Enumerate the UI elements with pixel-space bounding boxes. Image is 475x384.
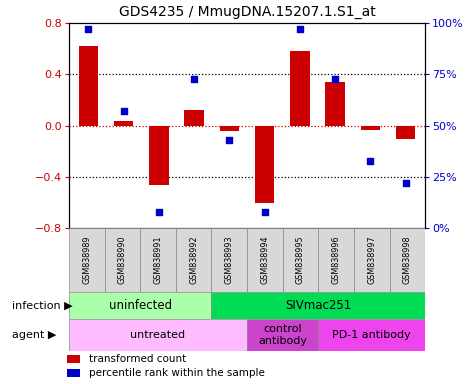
Point [190, 75, 198, 81]
Text: GSM838996: GSM838996 [332, 236, 341, 285]
Bar [325, 82, 345, 126]
Text: agent ▶: agent ▶ [12, 330, 56, 340]
Bar [354, 228, 390, 292]
Bar [114, 121, 133, 126]
Text: GSM838992: GSM838992 [189, 236, 198, 285]
Point [296, 26, 304, 32]
Bar [318, 228, 354, 292]
Point [85, 26, 92, 32]
Bar [290, 51, 310, 126]
Point [332, 75, 339, 81]
Bar [66, 369, 80, 377]
Text: uninfected: uninfected [109, 299, 171, 312]
Point [261, 209, 268, 215]
Point [120, 108, 127, 114]
Title: GDS4235 / MmugDNA.15207.1.S1_at: GDS4235 / MmugDNA.15207.1.S1_at [119, 5, 375, 19]
Bar [140, 228, 176, 292]
Bar [318, 319, 425, 351]
Bar [211, 292, 425, 319]
Text: SIVmac251: SIVmac251 [285, 299, 352, 312]
Text: PD-1 antibody: PD-1 antibody [332, 330, 411, 340]
Bar [396, 126, 416, 139]
Text: control
antibody: control antibody [258, 324, 307, 346]
Text: GSM838991: GSM838991 [153, 236, 162, 285]
Bar [66, 355, 80, 363]
Bar [184, 110, 204, 126]
Bar [219, 126, 239, 131]
Bar [69, 228, 104, 292]
Text: GSM838995: GSM838995 [296, 236, 305, 285]
Text: percentile rank within the sample: percentile rank within the sample [89, 368, 265, 378]
Bar [69, 319, 247, 351]
Bar [283, 228, 318, 292]
Bar [78, 46, 98, 126]
Bar [255, 126, 275, 203]
Point [367, 157, 374, 164]
Point [155, 209, 162, 215]
Text: GSM838994: GSM838994 [260, 236, 269, 285]
Text: transformed count: transformed count [89, 354, 186, 364]
Point [402, 180, 409, 186]
Text: GSM838989: GSM838989 [82, 236, 91, 285]
Bar [247, 319, 318, 351]
Bar [361, 126, 380, 130]
Bar [69, 292, 211, 319]
Bar [176, 228, 211, 292]
Bar [247, 228, 283, 292]
Text: GSM838998: GSM838998 [403, 236, 412, 285]
Text: GSM838997: GSM838997 [367, 236, 376, 285]
Point [226, 137, 233, 143]
Text: untreated: untreated [130, 330, 186, 340]
Text: infection ▶: infection ▶ [12, 300, 73, 310]
Bar [211, 228, 247, 292]
Text: GSM838993: GSM838993 [225, 236, 234, 285]
Bar [149, 126, 169, 185]
Bar [104, 228, 140, 292]
Bar [390, 228, 425, 292]
Text: GSM838990: GSM838990 [118, 236, 127, 285]
